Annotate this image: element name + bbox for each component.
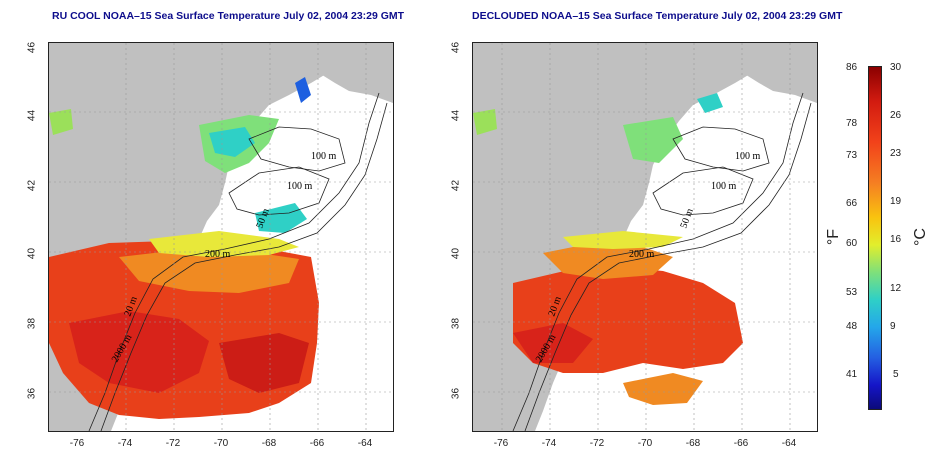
land-nova-scotia <box>299 43 393 103</box>
sst-cyan-patch <box>697 93 723 113</box>
colorbar-f-label: 78 <box>846 118 858 129</box>
contour-label: 100 m <box>735 151 761 162</box>
left-lon-tick: -74 <box>117 438 133 449</box>
colorbar-c-label: 23 <box>890 148 902 159</box>
temperature-colorbar <box>868 66 882 410</box>
sst-cyan-patch <box>209 127 255 157</box>
contour-line <box>248 126 346 172</box>
contour-line <box>672 126 770 172</box>
right-lat-tick: 44 <box>450 109 462 122</box>
colorbar-f-label: 66 <box>846 198 858 209</box>
contour-label: 200 m <box>205 249 231 260</box>
contour-label: 100 m <box>287 181 313 192</box>
right-lon-tick: -66 <box>733 438 749 449</box>
colorbar-c-label: 5 <box>893 369 899 380</box>
sst-hot-region <box>69 311 209 393</box>
fahrenheit-unit-label: °F <box>825 228 843 246</box>
contour-line <box>228 166 330 216</box>
right-lon-tick: -76 <box>493 438 509 449</box>
sst-green-west <box>473 109 497 135</box>
colorbar-f-label: 73 <box>846 150 858 161</box>
left-map-title: RU COOL NOAA–15 Sea Surface Temperature … <box>52 10 405 22</box>
colorbar-f-label: 53 <box>846 287 858 298</box>
contour-label: 200 m <box>629 249 655 260</box>
colorbar-f-label: 48 <box>846 321 858 332</box>
contour-line <box>652 166 754 216</box>
right-lat-tick: 40 <box>450 247 462 260</box>
colorbar-c-label: 12 <box>890 283 902 294</box>
right-sst-map: 100 m 100 m 200 m 50 m 20 m 2000 m <box>472 42 818 432</box>
left-lat-tick: 44 <box>26 109 38 122</box>
right-lat-tick: 38 <box>450 317 462 330</box>
left-lon-tick: -70 <box>213 438 229 449</box>
left-lat-tick: 38 <box>26 317 38 330</box>
sst-yellow-band <box>563 231 683 249</box>
contour-label: 100 m <box>311 151 337 162</box>
right-lon-tick: -70 <box>637 438 653 449</box>
right-lon-tick: -74 <box>541 438 557 449</box>
left-lat-tick: 46 <box>26 41 38 54</box>
colorbar-c-label: 9 <box>890 321 896 332</box>
left-lon-tick: -66 <box>309 438 325 449</box>
sst-orange-region <box>119 249 299 293</box>
right-map-canvas <box>473 43 817 431</box>
left-lat-tick: 42 <box>26 179 38 192</box>
right-lat-tick: 42 <box>450 179 462 192</box>
celsius-unit-label: °C <box>911 228 929 246</box>
colorbar-c-label: 16 <box>890 234 902 245</box>
left-lon-tick: -64 <box>357 438 373 449</box>
contour-line <box>512 92 804 431</box>
left-map-canvas <box>49 43 393 431</box>
sst-blue-patch <box>295 77 311 103</box>
colorbar-f-label: 60 <box>846 238 858 249</box>
contour-label: 100 m <box>711 181 737 192</box>
colorbar-f-label: 41 <box>846 369 858 380</box>
left-lat-tick: 40 <box>26 247 38 260</box>
contour-line <box>100 102 388 431</box>
land-nova-scotia <box>723 43 817 103</box>
colorbar-c-label: 26 <box>890 110 902 121</box>
right-lon-tick: -64 <box>781 438 797 449</box>
left-lat-tick: 36 <box>26 387 38 400</box>
colorbar-c-label: 30 <box>890 62 902 73</box>
sst-hot-region <box>513 323 593 363</box>
sst-green-patch <box>623 117 683 163</box>
colorbar-f-label: 86 <box>846 62 858 73</box>
colorbar-c-label: 19 <box>890 196 902 207</box>
sst-orange-south <box>623 373 703 405</box>
right-lat-tick: 46 <box>450 41 462 54</box>
left-sst-map: 100 m 100 m 200 m 50 m 20 m 2000 m <box>48 42 394 432</box>
contour-line <box>88 92 380 431</box>
left-lon-tick: -72 <box>165 438 181 449</box>
right-map-title: DECLOUDED NOAA–15 Sea Surface Temperatur… <box>472 10 843 22</box>
right-lon-tick: -68 <box>685 438 701 449</box>
right-lat-tick: 36 <box>450 387 462 400</box>
sst-hot-region-2 <box>219 333 309 393</box>
left-lon-tick: -68 <box>261 438 277 449</box>
contour-line <box>524 102 812 431</box>
sst-green-west <box>49 109 73 135</box>
sst-orange-region <box>543 243 673 279</box>
right-lon-tick: -72 <box>589 438 605 449</box>
sst-cyan-patch-2 <box>255 203 307 233</box>
left-lon-tick: -76 <box>69 438 85 449</box>
